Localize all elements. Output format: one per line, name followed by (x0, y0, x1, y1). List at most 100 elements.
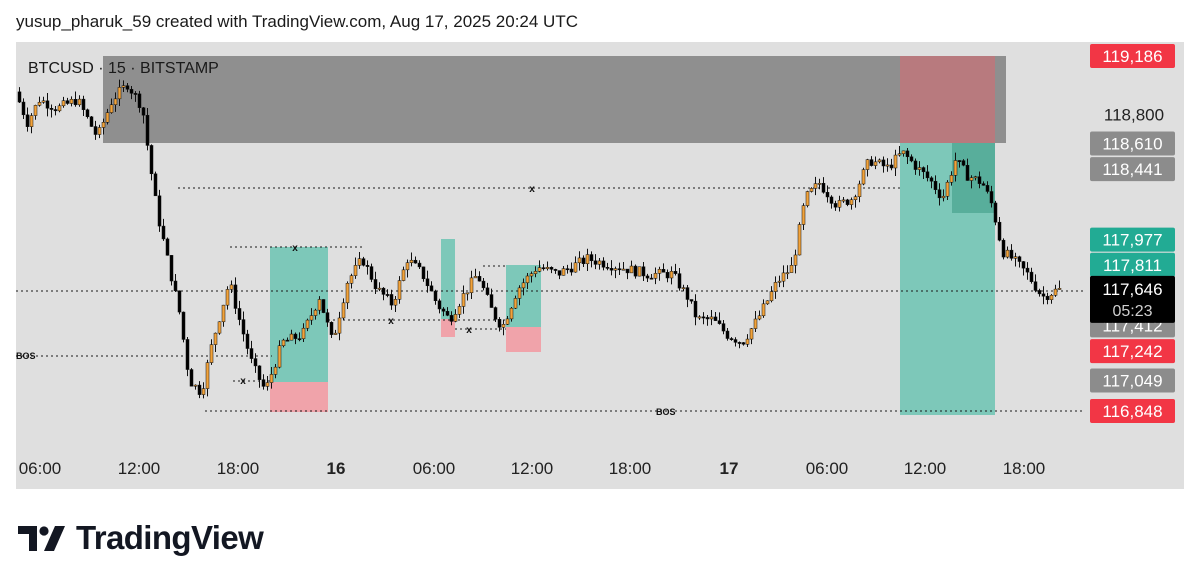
time-tick-label: 18:00 (1003, 459, 1046, 478)
candle-down (149, 144, 154, 181)
tradingview-brand: TradingView (18, 518, 264, 558)
price-badge: 117,811 (1090, 252, 1175, 277)
candle-down (429, 281, 434, 292)
candle-down (1017, 255, 1022, 268)
candle-down (993, 200, 998, 226)
time-tick-label: 17 (720, 459, 739, 478)
candle-down (609, 260, 614, 276)
candle-down (649, 273, 654, 280)
candle-up (657, 266, 662, 281)
candle-up (117, 79, 122, 107)
candle-up (777, 275, 782, 288)
chart-annotations: BOS BOS x x x x x (16, 184, 676, 417)
candle-up (309, 308, 314, 325)
candle-up (849, 197, 854, 210)
candle-down (989, 185, 994, 208)
candle-up (817, 178, 822, 190)
candle-up (409, 252, 414, 267)
x-marker: x (529, 184, 535, 195)
candle-down (389, 289, 394, 310)
candle-up (885, 158, 890, 172)
candle-up (761, 299, 766, 318)
candle-down (129, 86, 134, 100)
candle-down (617, 262, 622, 276)
candle-up (789, 257, 794, 273)
candle-down (665, 269, 670, 283)
candle-down (133, 91, 138, 102)
candle-up (773, 276, 778, 299)
candle-up (897, 145, 902, 157)
candle-down (197, 381, 202, 399)
take-profit-zone (441, 239, 455, 319)
candle-up (505, 315, 510, 325)
candle-down (1025, 262, 1030, 280)
candle-down (185, 336, 190, 377)
candle-down (1001, 238, 1006, 260)
candle-down (381, 287, 386, 301)
candle-down (493, 306, 498, 322)
candle-up (393, 296, 398, 313)
time-tick-label: 18:00 (217, 459, 260, 478)
candle-up (853, 194, 858, 208)
candle-down (49, 104, 54, 118)
candle-down (413, 256, 418, 264)
time-tick-label: 12:00 (118, 459, 161, 478)
candle-down (253, 353, 258, 373)
candle-down (1041, 286, 1046, 305)
price-badge-label: 119,186 (1102, 47, 1162, 66)
candle-down (17, 87, 22, 104)
supply-zone (103, 56, 1006, 143)
candle-up (945, 180, 950, 200)
tradingview-logo-icon (18, 526, 65, 551)
candle-down (137, 90, 142, 113)
candle-down (549, 266, 554, 274)
price-badge-label: 117,811 (1103, 256, 1162, 275)
candle-up (969, 175, 974, 189)
last-price-label: 117,646 (1102, 280, 1162, 299)
candle-down (329, 321, 334, 338)
candle-down (997, 217, 1002, 242)
candle-down (981, 181, 986, 186)
candle-down (581, 255, 586, 267)
candle-down (125, 82, 130, 93)
candle-up (97, 124, 102, 139)
candle-up (841, 196, 846, 203)
candle-up (517, 285, 522, 306)
candle-up (453, 309, 458, 323)
candle-up (525, 273, 530, 289)
candle-down (173, 273, 178, 292)
price-badge-bg (1090, 157, 1175, 182)
candle-down (641, 261, 646, 282)
candle-up (273, 364, 278, 379)
candle-up (229, 280, 234, 293)
candle-down (321, 299, 326, 314)
candle-up (545, 261, 550, 271)
candle-up (1013, 252, 1018, 267)
candle-down (1037, 288, 1042, 297)
candle-down (233, 277, 238, 314)
candle-up (893, 149, 898, 177)
candle-down (645, 273, 650, 283)
candle-up (301, 323, 306, 343)
candle-up (561, 265, 566, 276)
price-badge-label: 117,242 (1102, 342, 1162, 361)
candle-up (333, 329, 338, 335)
candle-down (165, 237, 170, 256)
price-badge-bg (1090, 399, 1175, 423)
candle-down (89, 116, 94, 127)
candle-down (929, 176, 934, 189)
candle-up (41, 96, 46, 104)
candle-down (261, 374, 266, 390)
candle-down (249, 340, 254, 364)
candle-down (421, 266, 426, 282)
candle-down (417, 260, 422, 269)
candle-up (873, 156, 878, 170)
candle-up (221, 304, 226, 327)
price-badge: 117,242 (1090, 339, 1175, 364)
candle-down (161, 218, 166, 241)
candle-down (845, 198, 850, 207)
x-marker: x (240, 376, 246, 387)
candle-up (669, 266, 674, 285)
candle-down (373, 271, 378, 294)
